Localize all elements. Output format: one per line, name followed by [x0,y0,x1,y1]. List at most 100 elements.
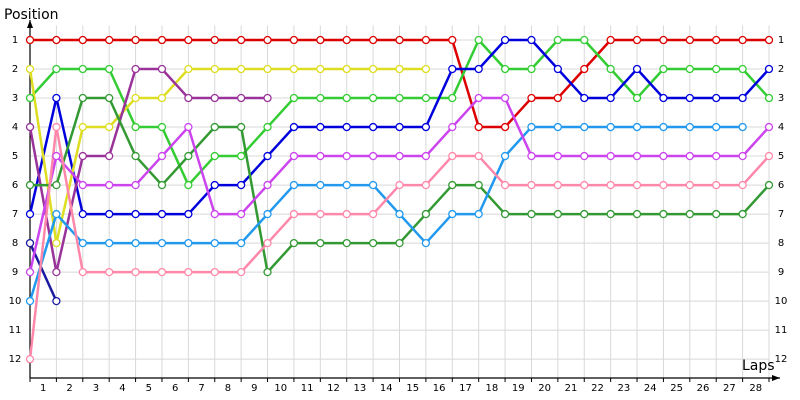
point [78,93,87,103]
x-tick-label: 9 [251,383,257,394]
point [78,267,87,277]
x-tick-label: 17 [459,383,472,394]
y-tick-label: 5 [12,151,18,162]
point [685,35,694,45]
point [474,122,483,132]
point [184,209,193,219]
point [764,151,774,161]
point [289,64,299,74]
point [712,64,721,74]
x-tick-label: 12 [327,383,340,394]
point [289,151,299,161]
point [263,122,272,132]
point [263,35,272,45]
point [421,151,431,161]
point [316,180,325,190]
x-tick-label: 28 [749,383,762,394]
x-tick-label: 22 [591,383,604,394]
x-tick-label: 6 [172,383,178,394]
y-tick-label: 2 [12,64,18,75]
point [448,151,457,161]
point [236,93,246,103]
point [157,209,167,219]
point [52,296,61,306]
point [632,35,642,45]
y-tick-label-right: 3 [778,93,784,104]
x-tick-label: 20 [538,383,551,394]
x-tick-label: 7 [198,383,204,394]
point [157,122,167,132]
point [236,151,246,161]
x-tick-label: 10 [274,383,287,394]
point [474,64,483,74]
y-tick-label-right: 8 [778,238,784,249]
y-tick-label-right: 6 [778,180,784,191]
point [685,93,694,103]
point [553,122,563,132]
point [289,238,299,248]
point [395,122,404,132]
point [184,238,193,248]
point [395,64,404,74]
point [395,35,404,45]
point [52,93,61,103]
x-tick-label: 11 [301,383,314,394]
point [184,151,193,161]
point [210,35,219,45]
point [263,209,272,219]
point [580,209,589,219]
point [157,180,167,190]
point [448,209,457,219]
point [527,151,536,161]
point [263,180,272,190]
point [184,122,193,132]
point [527,180,536,190]
point [263,93,272,103]
point [764,122,774,132]
x-axis-arrow [772,375,780,381]
point [500,35,510,45]
point [738,151,747,161]
point [421,64,431,74]
series-line [28,67,268,274]
point [580,151,589,161]
point [52,35,61,45]
point [527,209,536,219]
point [712,151,721,161]
point [738,93,747,103]
point [738,209,747,219]
y-tick-label: 8 [12,238,18,249]
point [395,93,404,103]
point [580,35,589,45]
y-tick-label: 7 [12,209,18,220]
x-tick-label: 8 [225,383,231,394]
series [25,35,774,364]
point [289,93,299,103]
point [368,151,378,161]
point [474,93,483,103]
point [553,180,563,190]
point [210,122,219,132]
point [25,122,35,132]
point [52,238,61,248]
point [210,151,219,161]
point [368,64,378,74]
point [316,64,325,74]
point [105,122,114,132]
point [632,180,642,190]
point [659,180,668,190]
point [500,64,510,74]
point [632,64,642,74]
point [289,180,299,190]
point [553,64,563,74]
point [553,93,563,103]
point [105,35,114,45]
x-tick-label: 21 [565,383,578,394]
point [316,93,325,103]
point [263,151,272,161]
x-tick-label: 18 [486,383,499,394]
point [316,35,325,45]
point [738,64,747,74]
point [52,267,61,277]
y-tick-label: 9 [12,267,18,278]
